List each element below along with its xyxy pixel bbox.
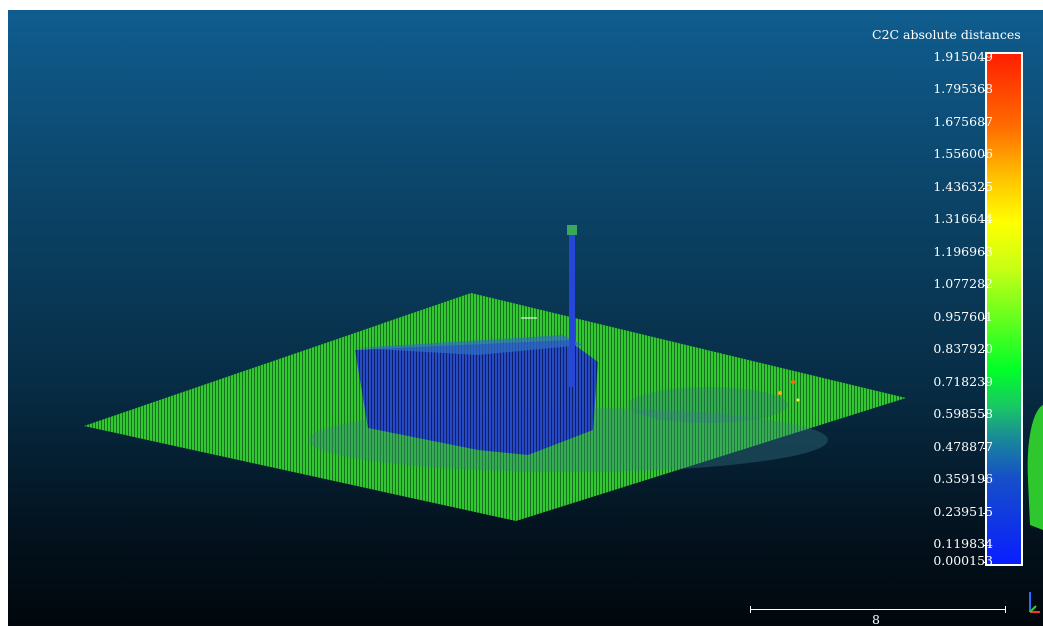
point-cloud-shadow [628, 387, 788, 423]
point-cloud-object [355, 340, 598, 455]
point-cloud-spike [569, 227, 575, 387]
partial-object-edge [1027, 405, 1043, 530]
scalar-field-title: C2C absolute distances [872, 27, 1021, 42]
3d-viewport[interactable]: C2C absolute distances 1.915049 1.795368… [8, 10, 1043, 626]
point-cloud-object-top [356, 335, 583, 355]
point-cloud-outlier [778, 391, 782, 395]
point-cloud-outlier [791, 380, 795, 384]
scale-bar [750, 606, 1006, 614]
scale-bar-label: 8 [872, 612, 880, 626]
point-cloud-spike-top [567, 225, 577, 235]
axis-triad-icon [1029, 592, 1040, 613]
point-cloud-outlier [796, 398, 800, 402]
point-cloud-view[interactable] [8, 10, 1043, 626]
color-scale-bar [985, 52, 1023, 566]
